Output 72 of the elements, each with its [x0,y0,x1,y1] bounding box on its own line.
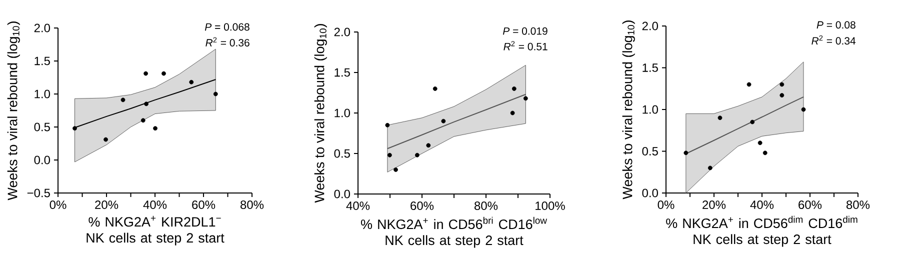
point [512,86,516,91]
text: % NKG2A$^{+}$ in CD56$^{bri}$ CD16$^{low}$ NK cells at step 2 start [360,216,548,248]
point [144,102,148,106]
point [415,152,420,158]
y-axis-title: Weeks to viral rebound (log$_{10}$) [314,24,327,203]
annotation: R$^{2}$ = 0.34 [812,35,856,45]
y-tick-label: −0.5 [27,188,50,198]
point [162,71,166,76]
x-tick-label: 40% [143,200,167,210]
y-axis-title: Weeks to viral rebound (log$_{10}$) [7,22,20,200]
point [801,107,806,112]
x-tick-label: 100% [536,202,565,210]
y-tick-label: 1.5 [34,56,50,66]
point [387,152,392,158]
y-tick-label: 0.5 [334,149,350,158]
point [385,122,390,128]
x-tick-label: 60% [410,202,434,210]
y-tick-label: 0.0 [34,156,50,164]
y-tick-label: 1.0 [34,90,50,98]
point [120,98,126,102]
y-tick-label: 0.5 [642,146,658,156]
point [432,86,438,91]
point [718,116,722,120]
text: % NKG2A$^{+}$ in CD56$^{dim}$ CD16$^{dim}$ NK cells at step 2 start [666,216,858,247]
y-tick-label: 1.0 [642,105,658,114]
x-tick-label: 60% [192,200,216,210]
point [746,82,752,87]
x-tick-label: 20% [702,200,726,210]
y-tick-label: 0.0 [334,190,350,198]
x-tick-label: 0% [658,200,674,210]
x-tick-label: 40% [346,202,370,210]
y-tick-label: 1.0 [334,108,350,118]
point [441,118,446,124]
point [758,140,762,146]
annotation: P = 0.08 [816,21,856,29]
x-tick-label: 80% [240,200,264,210]
x-tick-label: 40% [750,200,774,210]
point [708,166,712,170]
annotation: R$^{2}$ = 0.51 [504,41,548,50]
x-tick-label: 20% [95,200,118,210]
y-tick-label: 2.0 [34,24,50,32]
y-tick-label: 2.0 [334,28,350,36]
point [144,71,148,76]
point [684,150,688,156]
y-tick-label: 1.5 [334,68,350,77]
y-axis-title: Weeks to viral rebound (log$_{10}$) [622,20,635,200]
point [104,137,108,142]
point [762,150,768,156]
x-tick-label: 0% [50,200,66,210]
annotation: R$^{2}$ = 0.36 [206,37,250,46]
point [780,82,784,87]
point [394,167,398,172]
point [140,118,146,123]
point [426,143,431,148]
y-tick-label: 0.5 [34,122,50,132]
annotation: P = 0.019 [502,27,548,35]
point [750,120,755,124]
point [780,93,784,98]
point [189,80,194,84]
point [213,92,218,96]
text: % NKG2A$^{+}$ KIR2DL1$^{−}$ NK cells at step 2 start [86,216,224,246]
annotation: P = 0.068 [204,23,250,31]
point [153,126,158,131]
y-tick-label: 2.0 [642,22,658,30]
point [72,126,77,131]
y-tick-label: 0.0 [642,188,658,198]
y-tick-label: 1.5 [642,64,658,72]
x-tick-label: 80% [474,202,498,210]
point [523,96,528,101]
x-tick-label: 80% [846,200,870,210]
point [510,110,515,116]
x-tick-label: 60% [798,200,822,210]
